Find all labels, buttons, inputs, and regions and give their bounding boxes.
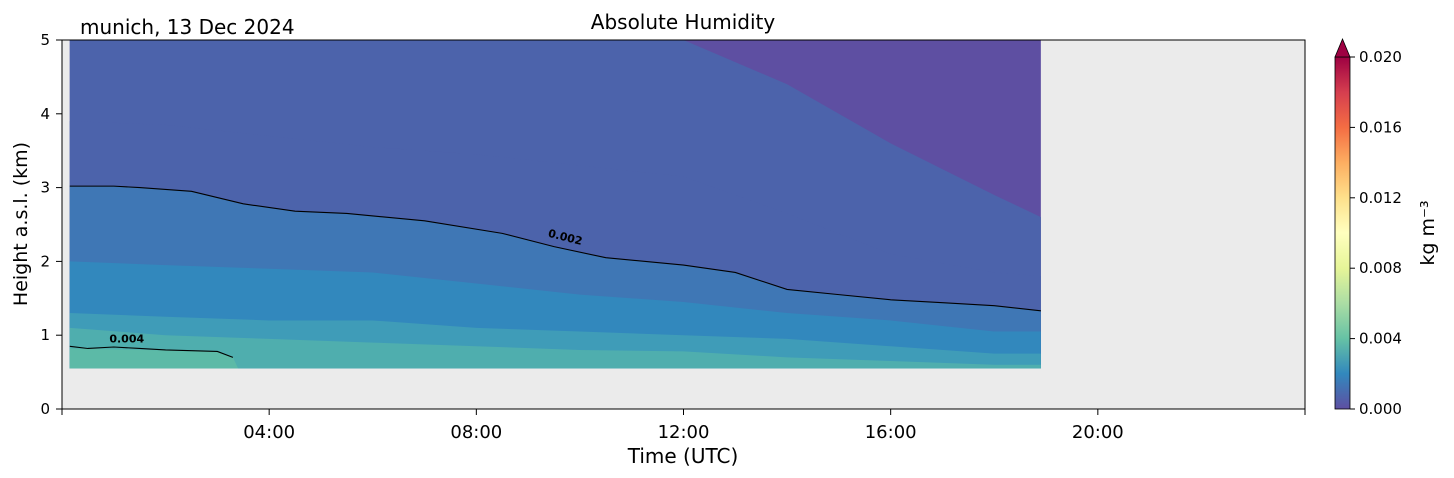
x-tick-label: 12:00	[658, 422, 710, 443]
colorbar-tick-label: 0.008	[1359, 259, 1402, 277]
colorbar-tick-label: 0.000	[1359, 400, 1402, 418]
x-tick-label: 08:00	[450, 422, 502, 443]
y-tick-label: 1	[40, 326, 50, 344]
chart-title: Absolute Humidity	[591, 10, 776, 34]
x-axis-label: Time (UTC)	[627, 444, 739, 468]
colorbar-fill	[1334, 56, 1351, 410]
x-tick-label: 20:00	[1072, 422, 1124, 443]
colorbar-ticks: 0.000 0.004 0.008 0.012 0.016 0.020	[1350, 48, 1402, 418]
x-tick-label: 04:00	[243, 422, 295, 443]
x-tick-label: 16:00	[865, 422, 917, 443]
colorbar-tick-label: 0.012	[1359, 189, 1402, 207]
x-axis-ticks: 04:00 08:00 12:00 16:00 20:00	[61, 409, 1306, 443]
colorbar-tick-label: 0.004	[1359, 330, 1402, 348]
colorbar: 0.000 0.004 0.008 0.012 0.016 0.020 kg m⁻³	[1334, 37, 1439, 418]
y-tick-label: 3	[40, 179, 50, 197]
y-tick-label: 5	[40, 31, 50, 49]
colorbar-tick-label: 0.016	[1359, 118, 1402, 136]
y-tick-label: 0	[40, 400, 50, 418]
y-tick-label: 4	[40, 105, 50, 123]
contour-line	[69, 345, 234, 358]
colorbar-label: kg m⁻³	[1417, 200, 1439, 265]
humidity-band	[69, 348, 239, 369]
y-axis-ticks: 0 1 2 3 4 5	[40, 31, 62, 418]
contour-line	[69, 185, 1041, 312]
contour-label: 0.004	[109, 333, 144, 346]
humidity-field	[69, 40, 1041, 369]
humidity-band	[69, 327, 1041, 369]
chart-subtitle: munich, 13 Dec 2024	[80, 15, 295, 39]
colorbar-extend-arrow	[1334, 37, 1351, 58]
y-axis-label: Height a.s.l. (km)	[10, 142, 32, 306]
y-tick-label: 2	[40, 252, 50, 270]
colorbar-tick-label: 0.020	[1359, 48, 1402, 66]
